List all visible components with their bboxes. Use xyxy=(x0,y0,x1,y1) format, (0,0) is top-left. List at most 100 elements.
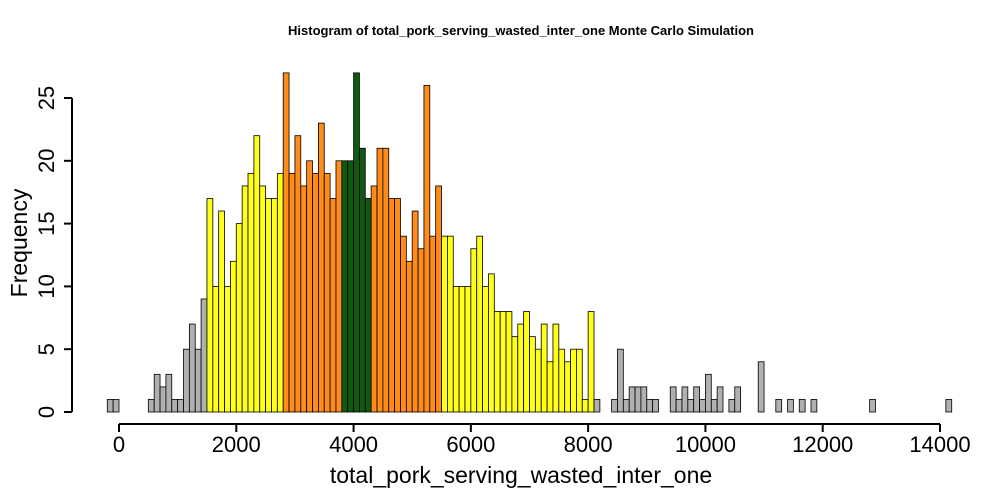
histogram-bar xyxy=(423,85,431,413)
histogram-bar xyxy=(611,399,618,413)
y-tick-label: 5 xyxy=(34,343,59,355)
histogram-bar xyxy=(271,198,278,413)
histogram-bar xyxy=(869,399,876,413)
histogram-bar xyxy=(329,198,337,413)
histogram-bar xyxy=(482,285,489,413)
histogram-bar xyxy=(200,298,208,413)
histogram-bar xyxy=(294,135,302,413)
histogram-bar xyxy=(523,311,530,413)
histogram-bar xyxy=(540,323,548,413)
histogram-bar xyxy=(171,399,179,413)
y-tick-label: 20 xyxy=(34,149,59,173)
histogram-bar xyxy=(206,198,214,413)
histogram-bar xyxy=(634,386,642,413)
histogram-bar xyxy=(247,172,255,413)
histogram-bar xyxy=(622,399,630,413)
histogram-bar xyxy=(734,386,742,413)
histogram-bar xyxy=(165,373,173,413)
x-tick-label: 2000 xyxy=(212,432,261,457)
histogram-bar xyxy=(382,147,390,413)
histogram-bar xyxy=(798,399,806,413)
histogram-bar xyxy=(183,348,190,413)
histogram-bar xyxy=(230,260,237,413)
histogram-bar xyxy=(353,72,360,413)
histogram-bar xyxy=(153,373,161,413)
histogram-bar xyxy=(241,185,249,413)
histogram-bar xyxy=(417,248,425,413)
histogram-bar xyxy=(593,399,601,413)
y-tick-label: 10 xyxy=(34,274,59,298)
histogram-bar xyxy=(441,235,448,413)
histogram-bar xyxy=(411,210,419,413)
histogram-bar xyxy=(534,348,542,413)
histogram-bar xyxy=(570,348,577,413)
histogram-bar xyxy=(646,399,654,413)
histogram-bar xyxy=(306,160,313,413)
histogram-bar xyxy=(628,386,636,413)
histogram-bar xyxy=(617,348,624,413)
histogram-bar xyxy=(188,323,196,413)
histogram-bar xyxy=(775,399,783,413)
histogram-bar xyxy=(464,285,472,413)
histogram-bar xyxy=(446,235,454,413)
histogram-bar xyxy=(253,135,261,413)
histogram-bar xyxy=(576,348,583,413)
histogram-bar xyxy=(394,198,401,413)
histogram-bar xyxy=(675,399,683,413)
x-tick-label: 14000 xyxy=(909,432,970,457)
histogram-bar xyxy=(529,336,536,413)
histogram-bar xyxy=(259,185,266,413)
histogram-bar xyxy=(405,260,413,413)
histogram-bar xyxy=(687,399,695,413)
histogram-bar xyxy=(640,386,648,413)
x-tick-label: 8000 xyxy=(564,432,613,457)
histogram-bar xyxy=(370,185,378,413)
x-axis-label: total_pork_serving_wasted_inter_one xyxy=(330,462,712,488)
histogram-bar xyxy=(282,72,290,413)
histogram-bar xyxy=(728,399,736,413)
histogram-bar xyxy=(552,323,560,413)
histogram-bar xyxy=(488,273,495,413)
histogram-bar xyxy=(312,172,319,413)
histogram-bar xyxy=(452,285,460,413)
histogram-bar xyxy=(265,198,272,413)
histogram-bar xyxy=(364,198,372,413)
histogram-bar xyxy=(317,122,325,413)
histogram-bar xyxy=(505,311,513,413)
histogram-bar xyxy=(681,386,689,413)
x-tick-label: 6000 xyxy=(446,432,495,457)
y-tick-label: 15 xyxy=(34,211,59,235)
histogram-bar xyxy=(710,399,718,413)
histogram-bar xyxy=(499,311,507,413)
histogram-bar xyxy=(435,185,442,413)
histogram-bar xyxy=(159,386,167,413)
histogram-bar xyxy=(323,172,331,413)
x-axis-ticks: 0 2000 4000 6000 8000 10000 12000 14000 xyxy=(113,424,971,457)
histogram-bar xyxy=(347,160,354,413)
histogram-bar xyxy=(699,399,706,413)
histogram-bar xyxy=(194,348,202,413)
histogram-bars xyxy=(106,72,953,413)
histogram-bar xyxy=(300,185,308,413)
histogram-bar xyxy=(359,147,366,413)
histogram-bar xyxy=(112,399,120,413)
histogram-bar xyxy=(810,399,818,413)
histogram-bar xyxy=(388,198,396,413)
histogram-bar xyxy=(705,373,712,413)
histogram-bar xyxy=(564,361,571,413)
histogram-bar xyxy=(218,210,225,413)
histogram-bar xyxy=(558,348,566,413)
histogram-bar xyxy=(400,235,407,413)
histogram-bar xyxy=(511,336,519,413)
y-axis-label: Frequency xyxy=(6,188,32,297)
histogram-bar xyxy=(429,235,437,413)
histogram-bar xyxy=(224,285,231,413)
histogram-bar xyxy=(341,160,349,413)
x-tick-label: 12000 xyxy=(792,432,853,457)
x-tick-label: 0 xyxy=(113,432,125,457)
histogram-bar xyxy=(669,386,677,413)
histogram-bar xyxy=(106,399,114,413)
histogram-bar xyxy=(235,223,243,413)
histogram-bar xyxy=(212,285,220,413)
